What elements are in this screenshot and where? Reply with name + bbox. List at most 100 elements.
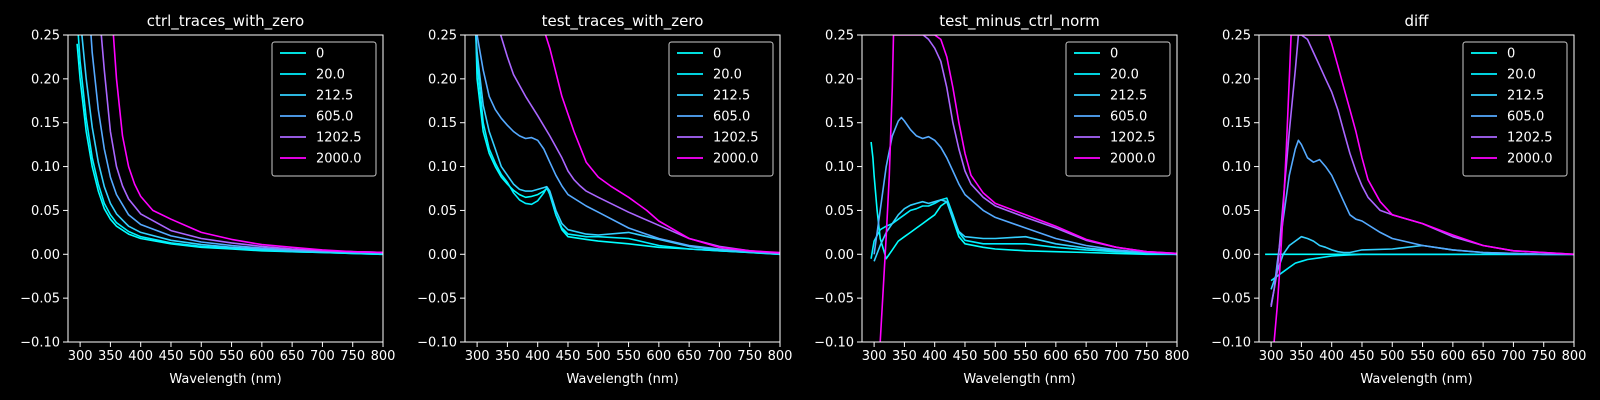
- legend-entry-label: 0: [1110, 47, 1118, 62]
- y-tick-label: 0.20: [1222, 72, 1251, 87]
- y-tick-label: 0.20: [428, 72, 457, 87]
- series-line-1202.5: [100, 35, 383, 254]
- x-tick-label: 700: [1104, 349, 1129, 364]
- chart-title: test_minus_ctrl_norm: [939, 12, 1100, 31]
- y-tick-label: 0.00: [825, 248, 854, 263]
- y-tick-label: 0.20: [825, 72, 854, 87]
- series-line-212.5: [81, 35, 383, 255]
- x-axis-label: Wavelength (nm): [566, 372, 678, 387]
- x-tick-label: 750: [1134, 349, 1159, 364]
- legend-entry-label: 20.0: [713, 68, 742, 83]
- y-tick-label: 0.00: [31, 248, 60, 263]
- x-tick-label: 350: [495, 349, 520, 364]
- y-tick-label: 0.05: [428, 204, 457, 219]
- x-tick-label: 600: [646, 349, 671, 364]
- x-tick-label: 600: [249, 349, 274, 364]
- x-tick-label: 350: [98, 349, 123, 364]
- series-line-20.0: [1270, 253, 1574, 282]
- x-tick-label: 450: [159, 349, 184, 364]
- plot-frame: [464, 34, 781, 343]
- y-tick-label: 0.25: [428, 29, 457, 44]
- x-tick-label: 800: [371, 349, 396, 364]
- y-tick-label: −0.10: [20, 336, 60, 351]
- legend-entry-label: 1202.5: [1507, 131, 1553, 146]
- x-tick-label: 550: [1013, 349, 1038, 364]
- x-tick-label: 600: [1440, 349, 1465, 364]
- legend-entry-label: 212.5: [713, 89, 750, 104]
- series-group: [76, 35, 383, 256]
- x-axis-label: Wavelength (nm): [169, 372, 281, 387]
- legend-entry-label: 1202.5: [1110, 131, 1156, 146]
- y-tick-label: −0.05: [20, 292, 60, 307]
- series-line-605.0: [873, 116, 1177, 256]
- legend-entry-label: 605.0: [316, 110, 353, 125]
- x-tick-label: 400: [922, 349, 947, 364]
- x-tick-label: 500: [586, 349, 611, 364]
- x-tick-label: 700: [310, 349, 335, 364]
- y-tick-label: 0.05: [1222, 204, 1251, 219]
- legend-frame: [668, 41, 774, 177]
- chart-panel-1: ctrl_traces_with_zero 300 350 400 450 500 550 6…: [20, 12, 395, 387]
- legend: 0 20.0 212.5 605.0 1202.5 2000.0: [271, 41, 377, 177]
- x-tick-label: 350: [892, 349, 917, 364]
- legend: 0 20.0 212.5 605.0 1202.5 2000.0: [668, 41, 774, 177]
- x-axis-label: Wavelength (nm): [1360, 372, 1472, 387]
- y-tick-label: 0.15: [31, 116, 60, 131]
- series-line-2000.0: [1273, 35, 1574, 342]
- plot-frame: [1258, 34, 1575, 343]
- y-tick-label: 0.05: [825, 204, 854, 219]
- legend-entry-label: 2000.0: [1507, 152, 1553, 167]
- legend: 0 20.0 212.5 605.0 1202.5 2000.0: [1065, 41, 1171, 177]
- x-tick-label: 300: [862, 349, 887, 364]
- x-tick-label: 400: [525, 349, 550, 364]
- series-line-605.0: [1270, 139, 1574, 306]
- x-tick-label: 350: [1289, 349, 1314, 364]
- chart-panels: ctrl_traces_with_zero 300 350 400 450 500 550 6…: [20, 12, 1586, 387]
- y-tick-label: 0.15: [1222, 116, 1251, 131]
- x-tick-label: 800: [1562, 349, 1587, 364]
- series-line-1202.5: [1270, 35, 1574, 308]
- legend-frame: [271, 41, 377, 177]
- chart-panel-3: test_minus_ctrl_norm 300 350 400 450 500 550 60…: [814, 12, 1189, 387]
- chart-panel-4: diff 300 350 400 450 500 550 600 650 700 750 800 −0.…: [1211, 12, 1586, 387]
- y-tick-label: 0.10: [31, 160, 60, 175]
- legend-entry-label: 0: [713, 47, 721, 62]
- series-line-0: [870, 141, 1177, 260]
- legend-entry-label: 212.5: [316, 89, 353, 104]
- series-line-20.0: [475, 35, 780, 256]
- legend-frame: [1065, 41, 1171, 177]
- chart-panel-2: test_traces_with_zero 300 350 400 450 500 550 6…: [417, 12, 792, 387]
- legend-entry-label: 0: [1507, 47, 1515, 62]
- y-tick-label: 0.25: [31, 29, 60, 44]
- legend-entry-label: 212.5: [1507, 89, 1544, 104]
- legend-entry-label: 20.0: [316, 68, 345, 83]
- y-tick-label: 0.00: [1222, 248, 1251, 263]
- x-tick-label: 450: [953, 349, 978, 364]
- x-tick-label: 650: [1471, 349, 1496, 364]
- y-tick-label: −0.10: [417, 336, 457, 351]
- legend-entry-label: 1202.5: [316, 131, 362, 146]
- x-tick-label: 550: [1410, 349, 1435, 364]
- y-tick-label: 0.10: [825, 160, 854, 175]
- chart-title: diff: [1404, 12, 1429, 30]
- x-tick-label: 700: [707, 349, 732, 364]
- x-tick-label: 300: [1259, 349, 1284, 364]
- legend-entry-label: 0: [316, 47, 324, 62]
- series-line-20.0: [77, 35, 383, 256]
- x-tick-label: 300: [465, 349, 490, 364]
- y-tick-label: 0.15: [825, 116, 854, 131]
- y-tick-label: 0.15: [428, 116, 457, 131]
- series-group: [1265, 35, 1574, 342]
- series-line-212.5: [873, 199, 1177, 262]
- legend-entry-label: 212.5: [1110, 89, 1147, 104]
- plot-frame: [67, 34, 384, 343]
- x-axis-label: Wavelength (nm): [963, 372, 1075, 387]
- x-tick-label: 300: [68, 349, 93, 364]
- x-tick-label: 500: [983, 349, 1008, 364]
- x-tick-label: 400: [128, 349, 153, 364]
- series-line-2000.0: [879, 35, 1177, 342]
- x-tick-label: 500: [1380, 349, 1405, 364]
- x-tick-label: 600: [1043, 349, 1068, 364]
- legend-entry-label: 20.0: [1110, 68, 1139, 83]
